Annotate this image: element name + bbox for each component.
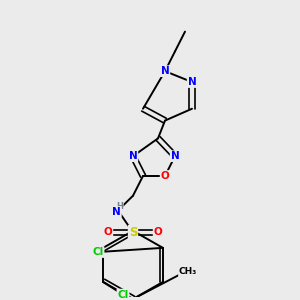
Text: N: N: [160, 66, 169, 76]
Text: O: O: [154, 227, 162, 237]
Text: CH₃: CH₃: [179, 267, 197, 276]
Text: Cl: Cl: [117, 290, 129, 300]
Text: N: N: [112, 207, 121, 217]
Text: N: N: [171, 151, 179, 161]
Text: N: N: [129, 151, 137, 161]
Text: S: S: [129, 226, 137, 239]
Text: H: H: [116, 202, 123, 211]
Text: Cl: Cl: [92, 247, 104, 257]
Text: O: O: [103, 227, 112, 237]
Text: N: N: [188, 77, 196, 87]
Text: O: O: [160, 171, 169, 181]
